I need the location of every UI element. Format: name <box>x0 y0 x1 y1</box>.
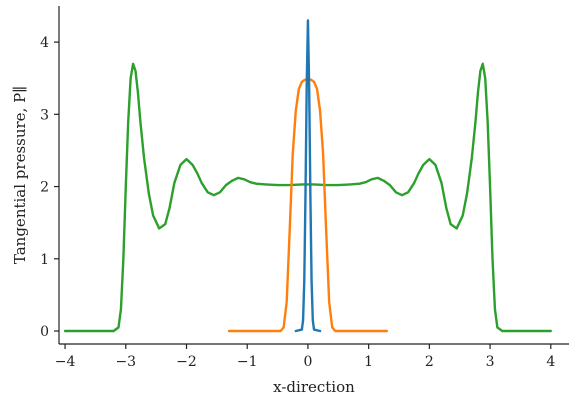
x-tick-label: 0 <box>303 354 312 370</box>
x-tick-label: −3 <box>115 354 136 370</box>
x-tick-label: 3 <box>486 354 495 370</box>
y-axis-label: Tangential pressure, P∥ <box>11 86 29 264</box>
series-group <box>63 19 552 333</box>
y-tick-label: 0 <box>40 324 49 340</box>
series-line-1 <box>63 62 552 333</box>
x-tick-label: −4 <box>55 354 76 370</box>
y-tick-label: 4 <box>40 35 49 51</box>
x-axis-label: x-direction <box>273 378 355 396</box>
axes <box>58 6 569 345</box>
x-tick-label: −2 <box>176 354 197 370</box>
y-tick-label: 1 <box>40 252 49 268</box>
y-tick-label: 2 <box>40 180 49 196</box>
series-line-2 <box>227 78 389 333</box>
x-tick-label: 1 <box>364 354 373 370</box>
y-ticks: 0 1 2 3 4 <box>40 35 59 340</box>
x-tick-label: 4 <box>546 354 555 370</box>
x-tick-label: −1 <box>237 354 258 370</box>
x-tick-label: 2 <box>425 354 434 370</box>
x-ticks: −4 −3 −2 −1 0 1 2 3 4 <box>55 344 555 370</box>
series-line-3 <box>294 19 322 333</box>
y-tick-label: 3 <box>40 107 49 123</box>
